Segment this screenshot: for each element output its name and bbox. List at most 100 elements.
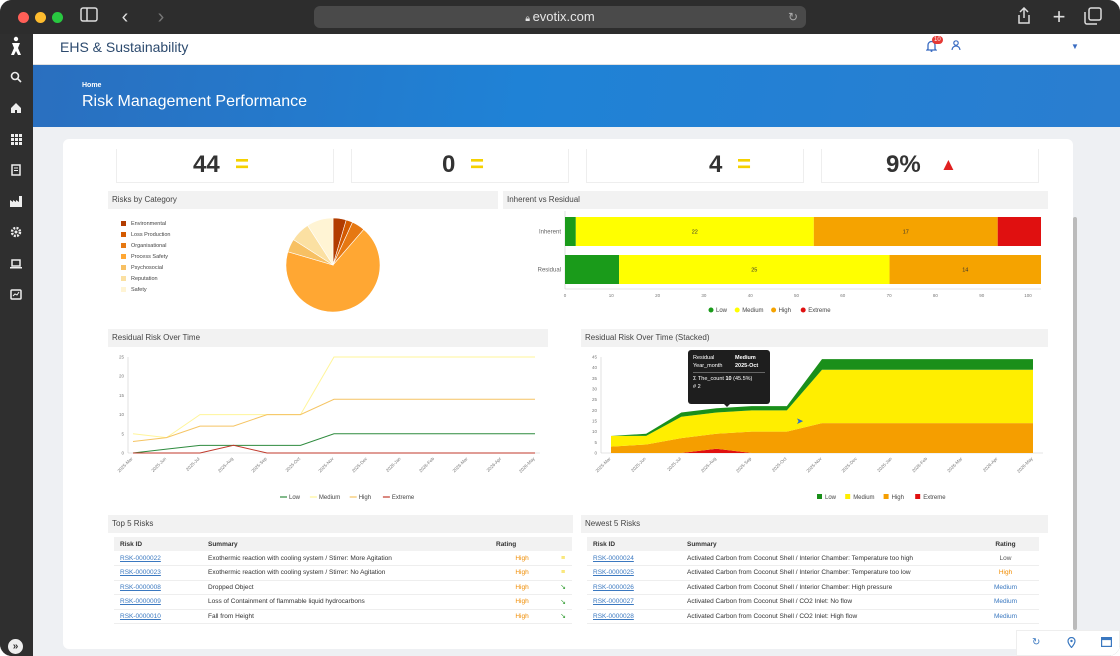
gear-icon[interactable] [7, 225, 25, 243]
bar-segment[interactable] [565, 217, 576, 246]
risk-id-link[interactable]: RSK-0000028 [587, 609, 681, 624]
legend-label[interactable]: Extreme [923, 495, 946, 501]
risk-id-link[interactable]: RSK-0000022 [114, 551, 202, 566]
reload-icon[interactable]: ↻ [787, 10, 798, 24]
sidebar-toggle-icon[interactable] [78, 7, 100, 28]
legend-label[interactable]: Extreme [392, 495, 415, 501]
legend-label[interactable]: Medium [742, 308, 763, 314]
column-header[interactable]: Summary [202, 537, 490, 551]
area-series[interactable] [611, 369, 1033, 447]
kpi-card-2[interactable]: 0 = [351, 149, 569, 183]
user-icon[interactable] [951, 40, 961, 53]
bar-segment[interactable] [619, 255, 890, 284]
column-header[interactable]: Risk ID [114, 537, 202, 551]
kpi-card-4[interactable]: 9% ▲ [821, 149, 1039, 183]
table-row[interactable]: RSK-0000026 Activated Carbon from Coconu… [587, 580, 1039, 595]
series-line[interactable] [132, 356, 535, 439]
table-row[interactable]: RSK-0000025 Activated Carbon from Coconu… [587, 565, 1039, 581]
apps-grid-icon[interactable] [7, 132, 25, 150]
table-row[interactable]: RSK-0000028 Activated Carbon from Coconu… [587, 609, 1039, 624]
column-header[interactable]: Summary [681, 537, 972, 551]
bar-segment[interactable] [997, 217, 1041, 246]
bar-segment[interactable] [889, 255, 1041, 284]
risk-id-link[interactable]: RSK-0000026 [587, 580, 681, 595]
pie-legend-item[interactable]: Environmental [121, 221, 166, 227]
new-tab-icon[interactable]: + [1052, 4, 1066, 29]
risk-id-link[interactable]: RSK-0000025 [587, 565, 681, 581]
column-header[interactable]: Rating [490, 537, 554, 551]
table-row[interactable]: RSK-0000023 Exothermic reaction with coo… [114, 565, 572, 581]
breadcrumb-home[interactable]: Home [82, 82, 102, 89]
legend-label[interactable]: Low [289, 495, 301, 501]
legend-label[interactable]: High [359, 495, 371, 501]
table-row[interactable]: RSK-0000027 Activated Carbon from Coconu… [587, 594, 1039, 610]
legend-label[interactable]: Low [716, 308, 728, 314]
risk-id-link[interactable]: RSK-0000009 [114, 594, 202, 610]
pie-legend-item[interactable]: Reputation [121, 276, 158, 282]
table-header-row: Risk ID Summary Rating [114, 537, 572, 551]
table-row[interactable]: RSK-0000008 Dropped Object High ↘ [114, 580, 572, 595]
series-line[interactable] [133, 444, 535, 454]
risk-id-link[interactable]: RSK-0000024 [587, 551, 681, 566]
factory-icon[interactable] [7, 194, 25, 212]
refresh-icon[interactable]: ↻ [1032, 637, 1041, 648]
legend-label[interactable]: Low [825, 495, 837, 501]
table-row[interactable]: RSK-0000010 Fall from Height High ↘ [114, 609, 572, 624]
back-icon[interactable]: ‹ [121, 6, 129, 28]
pie-slice[interactable] [285, 229, 381, 313]
tabs-overview-icon[interactable] [1082, 7, 1104, 30]
inherent-vs-residual-bar-chart[interactable]: Inherent 22 17 Residual 25 14 0 10 20 30 40 50 60 70 8… [503, 211, 1048, 316]
maximize-window-button[interactable] [52, 12, 63, 23]
legend-label[interactable]: Medium [853, 495, 874, 501]
pie-legend-item[interactable]: Loss Production [121, 232, 170, 238]
minimize-window-button[interactable] [35, 12, 46, 23]
analytics-icon[interactable] [7, 287, 25, 305]
home-icon[interactable] [7, 101, 25, 119]
page-scrollbar[interactable] [1073, 217, 1077, 630]
x-tick-label: 2025-Jul [185, 456, 201, 472]
series-line[interactable] [132, 398, 535, 442]
pie-slice[interactable] [307, 217, 334, 267]
residual-over-time-stacked-area-chart[interactable]: 0 5 10 15 20 25 30 35 40 45 2025-Mar 2025-Jun 2025-J… [581, 349, 1048, 504]
legend-label[interactable]: High [779, 308, 791, 314]
legend-label[interactable]: Extreme [808, 308, 831, 314]
residual-over-time-line-chart[interactable]: 0 5 10 15 20 25 2025-Mar 2025-Jun 2025-Jul 2025-A… [108, 349, 548, 504]
risks-by-category-pie-chart[interactable] [283, 215, 383, 315]
bar-segment[interactable] [575, 217, 814, 246]
area-series[interactable] [611, 448, 1033, 453]
location-pin-icon[interactable] [1067, 636, 1076, 651]
bar-segment[interactable] [565, 255, 620, 284]
column-header[interactable]: Rating [972, 537, 1039, 551]
kpi-card-1[interactable]: 44 = [116, 149, 334, 183]
area-series[interactable] [611, 359, 1033, 436]
risk-id-link[interactable]: RSK-0000010 [114, 609, 202, 624]
evotix-logo-icon[interactable] [7, 36, 25, 55]
share-icon[interactable] [1013, 6, 1035, 30]
forward-icon[interactable]: › [157, 6, 165, 28]
bar-segment[interactable] [813, 217, 998, 246]
area-series[interactable] [611, 423, 1033, 453]
close-window-button[interactable] [18, 12, 29, 23]
pie-legend-item[interactable]: Organisational [121, 243, 166, 249]
window-icon[interactable] [1101, 637, 1113, 650]
search-icon[interactable] [7, 70, 25, 88]
document-icon[interactable] [7, 163, 25, 181]
table-row[interactable]: RSK-0000024 Activated Carbon from Coconu… [587, 551, 1039, 566]
user-menu-chevron-down-icon[interactable]: ▼ [1071, 42, 1079, 51]
column-header[interactable]: Risk ID [587, 537, 681, 551]
table-row[interactable]: RSK-0000022 Exothermic reaction with coo… [114, 551, 572, 566]
laptop-icon[interactable] [7, 256, 25, 274]
pie-legend-item[interactable]: Process Safety [121, 254, 168, 260]
table-row[interactable]: RSK-0000009 Loss of Containment of flamm… [114, 594, 572, 610]
legend-label[interactable]: Medium [319, 495, 340, 501]
kpi-card-3[interactable]: 4 = [586, 149, 804, 183]
legend-label[interactable]: High [892, 495, 904, 501]
risk-id-link[interactable]: RSK-0000027 [587, 594, 681, 610]
pie-legend-item[interactable]: Safety [121, 287, 147, 293]
risk-id-link[interactable]: RSK-0000023 [114, 565, 202, 581]
risk-id-link[interactable]: RSK-0000008 [114, 580, 202, 595]
address-bar[interactable]: 🔒︎ evotix.com ↻ [314, 6, 806, 28]
pie-legend-item[interactable]: Psychosocial [121, 265, 163, 271]
series-line[interactable] [132, 433, 535, 454]
expand-sidebar-icon[interactable]: » [8, 639, 23, 654]
